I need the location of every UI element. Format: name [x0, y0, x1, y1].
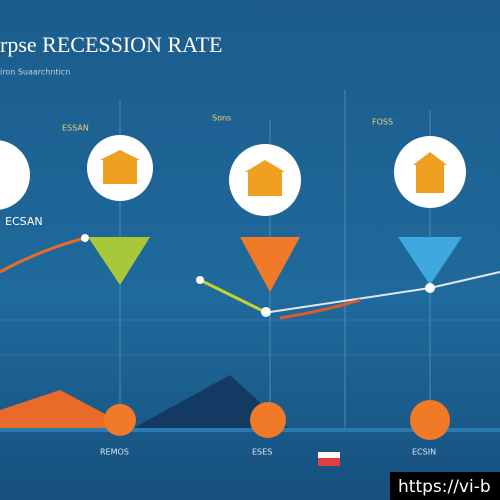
- mountains: [0, 375, 290, 430]
- label: ECSIN: [412, 448, 436, 457]
- subtitle: iron Suaarchnticn: [0, 68, 70, 77]
- label: REMOS: [100, 448, 129, 457]
- label: ECSAN: [5, 215, 43, 228]
- label: ESSAN: [62, 124, 89, 133]
- small-labels: ECSAN Sons ESSAN FOSS REMOS ESES ECSIN: [5, 114, 436, 457]
- bottom-circles: [104, 400, 450, 466]
- label: FOSS: [372, 118, 393, 127]
- label: ESES: [252, 448, 272, 457]
- watermark: https://vi-b: [398, 477, 491, 497]
- label: Sons: [212, 114, 231, 123]
- band: [0, 428, 500, 432]
- triangles: [88, 237, 462, 292]
- trend-lines: [0, 236, 500, 320]
- title: rpse RECESSION RATE: [0, 32, 222, 57]
- icon-circles: [0, 135, 466, 216]
- watermark-box: [390, 472, 500, 500]
- points: [81, 234, 435, 317]
